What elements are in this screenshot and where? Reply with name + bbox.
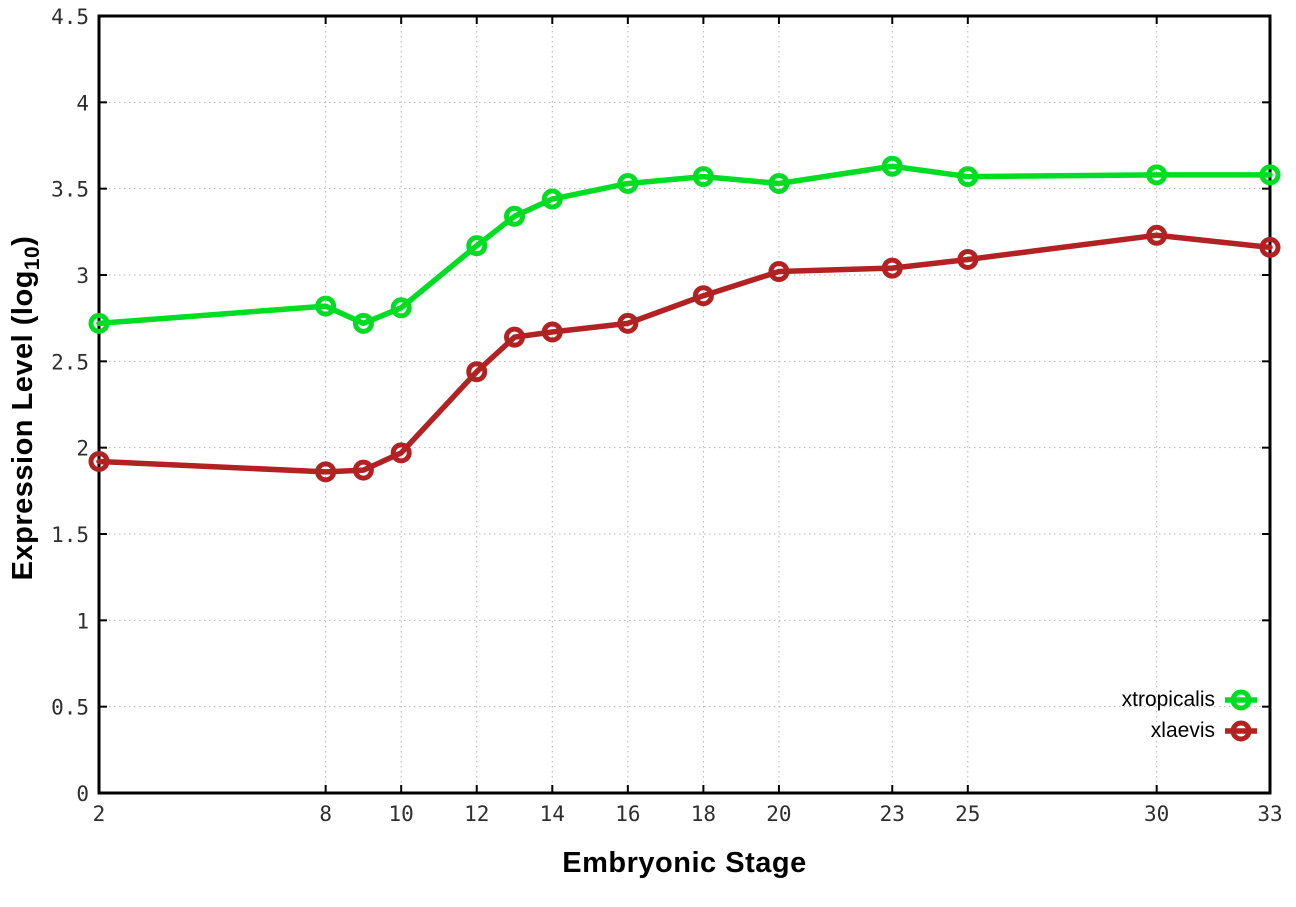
legend-entry-xtropicalis: xtropicalis bbox=[1122, 684, 1258, 715]
data-point-xlaevis bbox=[352, 459, 374, 481]
y-tick-label: 4.5 bbox=[51, 5, 89, 29]
y-axis-label-text: Expression Level (log bbox=[7, 270, 40, 581]
y-axis-label: Expression Level (log10) bbox=[7, 236, 45, 581]
data-point-xtropicalis bbox=[957, 166, 979, 188]
x-tick-label: 8 bbox=[319, 802, 332, 826]
x-tick-label: 12 bbox=[464, 802, 489, 826]
y-axis-label-close: ) bbox=[7, 235, 40, 246]
x-tick-label: 2 bbox=[93, 802, 106, 826]
y-tick-label: 1.5 bbox=[51, 523, 89, 547]
x-tick-label: 30 bbox=[1144, 802, 1169, 826]
y-tick-label: 3 bbox=[76, 264, 89, 288]
x-tick-label: 25 bbox=[955, 802, 980, 826]
x-tick-label: 16 bbox=[615, 802, 640, 826]
x-axis-label: Embryonic Stage bbox=[562, 847, 807, 879]
y-tick-label: 1 bbox=[76, 609, 89, 633]
data-point-xtropicalis bbox=[1146, 164, 1168, 186]
y-axis-label-subscript: 10 bbox=[20, 245, 44, 271]
data-point-xlaevis bbox=[541, 321, 563, 343]
y-tick-label: 2 bbox=[76, 437, 89, 461]
data-point-xlaevis bbox=[1259, 236, 1281, 258]
data-point-xlaevis bbox=[466, 361, 488, 383]
legend-sample-line-icon bbox=[1225, 720, 1257, 741]
data-point-xlaevis bbox=[1146, 224, 1168, 246]
data-point-xtropicalis bbox=[617, 172, 639, 194]
data-point-xlaevis bbox=[692, 285, 714, 307]
x-tick-label: 10 bbox=[389, 802, 414, 826]
x-tick-label: 18 bbox=[691, 802, 716, 826]
plot-border bbox=[97, 14, 1272, 795]
x-tick-label: 23 bbox=[880, 802, 905, 826]
y-tick-label: 0.5 bbox=[51, 696, 89, 720]
y-tick-label: 0 bbox=[76, 782, 89, 806]
y-tick-label: 4 bbox=[76, 91, 89, 115]
legend: xtropicalis xlaevis bbox=[1122, 684, 1258, 746]
x-tick-label: 14 bbox=[540, 802, 565, 826]
data-point-xtropicalis bbox=[504, 205, 526, 227]
y-tick-label: 2.5 bbox=[51, 350, 89, 374]
legend-sample-line-icon bbox=[1225, 689, 1257, 710]
data-point-xlaevis bbox=[390, 442, 412, 464]
x-tick-label: 33 bbox=[1257, 802, 1282, 826]
legend-label-xlaevis: xlaevis bbox=[1150, 718, 1215, 742]
data-point-xlaevis bbox=[617, 312, 639, 334]
data-point-xtropicalis bbox=[390, 297, 412, 319]
series-line-xlaevis bbox=[96, 232, 1273, 475]
data-point-xtropicalis bbox=[315, 295, 337, 317]
y-tick-label: 3.5 bbox=[51, 178, 89, 202]
data-point-xtropicalis bbox=[466, 235, 488, 257]
data-point-xtropicalis bbox=[352, 312, 374, 334]
x-tick-label: 20 bbox=[766, 802, 791, 826]
data-point-xlaevis bbox=[957, 248, 979, 270]
data-point-xtropicalis bbox=[88, 312, 110, 334]
data-point-xlaevis bbox=[768, 261, 790, 283]
data-point-xlaevis bbox=[315, 461, 337, 483]
data-point-xtropicalis bbox=[541, 188, 563, 210]
legend-label-xtropicalis: xtropicalis bbox=[1121, 687, 1215, 711]
data-point-xlaevis bbox=[504, 326, 526, 348]
data-point-xtropicalis bbox=[692, 166, 714, 188]
data-point-xlaevis bbox=[881, 257, 903, 279]
data-point-xtropicalis bbox=[768, 172, 790, 194]
data-point-xtropicalis bbox=[1259, 164, 1281, 186]
data-point-xlaevis bbox=[88, 450, 110, 472]
data-point-xtropicalis bbox=[881, 155, 903, 177]
legend-entry-xlaevis: xlaevis bbox=[1122, 715, 1258, 746]
